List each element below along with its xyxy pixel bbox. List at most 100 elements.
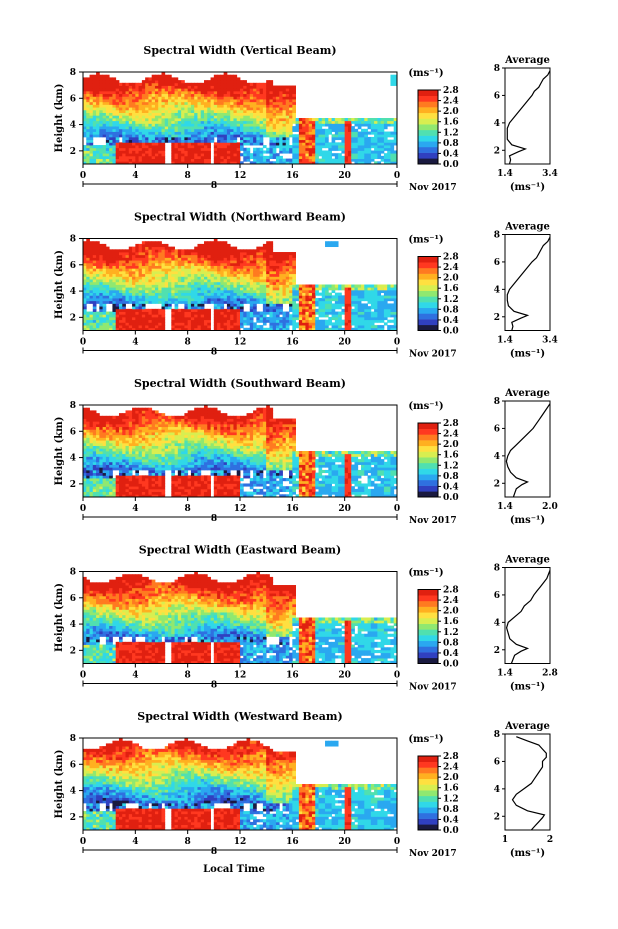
heatmap-cell <box>285 273 290 277</box>
heatmap-cell <box>92 268 97 272</box>
heatmap-cell <box>92 262 97 266</box>
heatmap-cell <box>128 262 133 266</box>
heatmap-cell <box>318 322 323 326</box>
heatmap-cell <box>217 126 221 130</box>
heatmap-cell <box>204 295 208 299</box>
heatmap-cell <box>347 295 352 299</box>
heatmap-cell <box>96 123 100 127</box>
heatmap-cell <box>141 139 146 143</box>
heatmap-cell <box>96 88 100 92</box>
heatmap-cell <box>266 126 270 130</box>
heatmap-cell <box>240 145 244 149</box>
heatmap-cell <box>141 123 146 127</box>
heatmap-cell <box>83 150 87 154</box>
heatmap-cell <box>292 161 296 165</box>
heatmap-cell <box>338 306 342 310</box>
heatmap-cell <box>334 136 339 141</box>
heatmap-cell <box>181 118 185 122</box>
heatmap-cell <box>115 308 120 312</box>
heatmap-cell <box>207 273 211 277</box>
heatmap-cell <box>213 273 218 277</box>
heatmap-cell <box>262 260 267 264</box>
heatmap-cell <box>308 292 313 296</box>
heatmap-cell <box>393 77 398 81</box>
heatmap-cell <box>318 128 323 132</box>
heatmap-cell <box>138 279 143 283</box>
heatmap-cell <box>289 262 293 266</box>
heatmap-cell <box>194 101 198 105</box>
heatmap-cell <box>298 145 303 149</box>
heatmap-cell <box>226 243 231 248</box>
heatmap-cell <box>177 139 182 143</box>
heatmap-cell <box>282 120 287 124</box>
heatmap-cell <box>115 249 120 253</box>
heatmap-cell <box>308 161 313 165</box>
heatmap-cell <box>269 153 274 157</box>
heatmap-cell <box>266 268 270 272</box>
heatmap-cell <box>83 161 87 165</box>
heatmap-cell <box>171 257 175 261</box>
heatmap-cell <box>174 325 179 329</box>
heatmap-cell <box>164 303 169 307</box>
heatmap-cell <box>200 118 205 122</box>
heatmap-cell <box>249 118 254 122</box>
heatmap-cell <box>118 249 123 253</box>
heatmap-cell <box>164 300 169 304</box>
heatmap-cell <box>105 265 110 269</box>
heatmap-cell <box>269 246 274 250</box>
heatmap-cell <box>357 136 362 141</box>
heatmap-cell <box>99 252 104 256</box>
heatmap-cell <box>213 279 218 283</box>
heatmap-cell <box>181 262 185 266</box>
heatmap-cell <box>390 147 395 151</box>
heatmap-cell <box>86 128 90 132</box>
heatmap-cell <box>226 254 231 258</box>
heatmap-cell <box>230 88 234 92</box>
heatmap-cell <box>292 270 296 275</box>
heatmap-cell <box>190 295 195 299</box>
heatmap-cell <box>135 93 139 97</box>
heatmap-cell <box>240 306 244 310</box>
colorbar-tick-label: 2.4 <box>443 97 459 107</box>
heatmap-cell <box>115 99 120 103</box>
heatmap-cell <box>125 281 130 285</box>
heatmap-cell <box>190 128 195 132</box>
heatmap-cell <box>217 246 221 250</box>
heatmap-cell <box>128 295 133 299</box>
heatmap-cell <box>266 246 270 250</box>
heatmap-cell <box>177 82 182 86</box>
heatmap-cell <box>125 254 130 258</box>
heatmap-cell <box>361 322 365 326</box>
heatmap-cell <box>289 322 293 326</box>
heatmap-cell <box>331 139 336 143</box>
heatmap-cell <box>318 145 323 149</box>
heatmap-cell <box>86 300 90 304</box>
heatmap-cell <box>99 276 104 280</box>
heatmap-cell <box>223 93 228 97</box>
heatmap-cell <box>148 93 153 97</box>
heatmap-cell <box>279 123 283 127</box>
heatmap-cell <box>154 109 159 113</box>
heatmap-cell <box>138 300 143 304</box>
heatmap-cell <box>240 136 244 141</box>
heatmap-cell <box>236 82 241 86</box>
heatmap-cell <box>184 319 189 323</box>
heatmap-cell <box>315 287 319 291</box>
heatmap-cell <box>262 262 267 266</box>
heatmap-cell <box>295 147 300 151</box>
heatmap-cell <box>236 80 241 84</box>
heatmap-cell <box>253 96 257 100</box>
heatmap-cell <box>292 298 296 302</box>
heatmap-cell <box>230 77 234 81</box>
heatmap-cell <box>269 314 274 318</box>
heatmap-cell <box>161 99 166 103</box>
heatmap-cell <box>246 268 251 272</box>
heatmap-cell <box>341 155 346 159</box>
heatmap-cell <box>253 134 257 138</box>
heatmap-cell <box>259 161 264 165</box>
heatmap-cell <box>298 139 303 143</box>
heatmap-cell <box>285 276 290 280</box>
heatmap-cell <box>138 112 143 116</box>
heatmap-cell <box>105 74 110 78</box>
heatmap-cell <box>177 295 182 299</box>
